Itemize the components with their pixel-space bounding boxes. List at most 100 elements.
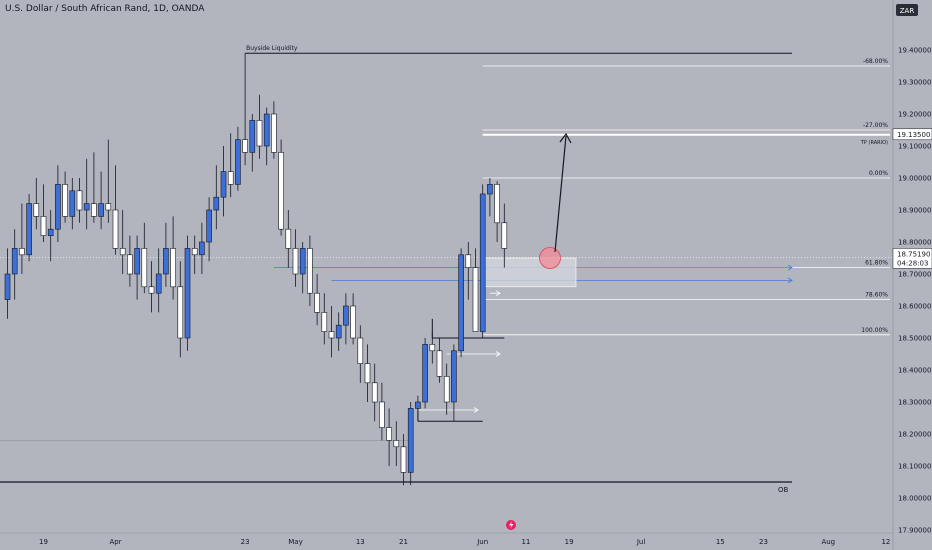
candle[interactable]	[134, 235, 140, 300]
candle[interactable]	[429, 331, 436, 364]
candle[interactable]	[407, 402, 414, 486]
candle-body	[263, 113, 270, 147]
candle[interactable]	[451, 344, 457, 422]
candle-body	[206, 209, 212, 243]
candle[interactable]	[278, 139, 284, 236]
current-price-value: 18.75190	[897, 250, 930, 258]
candle[interactable]	[343, 293, 349, 345]
candle[interactable]	[328, 306, 335, 358]
y-tick-label: 18.00000	[898, 495, 931, 503]
candle[interactable]	[371, 363, 378, 422]
candle[interactable]	[163, 222, 169, 287]
candle-body	[177, 286, 184, 339]
candle-body	[393, 440, 400, 448]
candle[interactable]	[83, 158, 90, 230]
candle[interactable]	[69, 178, 76, 230]
candle[interactable]	[220, 146, 227, 217]
y-tick-label: 18.30000	[898, 399, 931, 407]
candle[interactable]	[422, 338, 428, 409]
candle[interactable]	[479, 184, 486, 338]
candle[interactable]	[199, 222, 205, 274]
candle[interactable]	[314, 274, 320, 326]
candle[interactable]	[335, 312, 342, 351]
candle[interactable]	[206, 197, 212, 262]
y-tick-label: 18.70000	[898, 271, 931, 279]
candle[interactable]	[191, 235, 198, 274]
candle[interactable]	[321, 293, 328, 345]
candle[interactable]	[184, 235, 191, 351]
order-block-zone[interactable]	[480, 257, 577, 288]
candle[interactable]	[112, 165, 119, 255]
candle[interactable]	[177, 261, 184, 358]
candle[interactable]	[263, 107, 270, 166]
candle[interactable]	[364, 344, 371, 402]
candle[interactable]	[415, 395, 421, 422]
candle-body	[343, 305, 349, 326]
x-tick-label: Jun	[476, 538, 488, 546]
candle-body	[213, 196, 220, 211]
candle[interactable]	[170, 216, 176, 300]
candle[interactable]	[242, 53, 248, 166]
candle[interactable]	[62, 171, 68, 223]
candle-body	[321, 312, 328, 332]
candle[interactable]	[292, 229, 299, 287]
candle[interactable]	[11, 229, 18, 300]
candle[interactable]	[379, 382, 385, 441]
candle[interactable]	[357, 325, 364, 383]
candle[interactable]	[465, 242, 472, 300]
y-tick-label: 18.10000	[898, 463, 931, 471]
candle[interactable]	[285, 210, 292, 268]
candle[interactable]	[501, 203, 508, 268]
candle-body	[285, 228, 292, 249]
candle[interactable]	[141, 222, 148, 294]
candle[interactable]	[76, 178, 83, 223]
candle[interactable]	[393, 421, 400, 466]
candle[interactable]	[472, 248, 479, 332]
candle[interactable]	[4, 248, 11, 319]
candle[interactable]	[26, 194, 32, 262]
price-axis[interactable]	[893, 0, 932, 550]
candle[interactable]	[33, 178, 40, 230]
candle[interactable]	[119, 210, 126, 274]
candle[interactable]	[19, 203, 25, 274]
candle-body	[105, 203, 112, 211]
candle[interactable]	[400, 434, 407, 486]
candle-body	[141, 248, 148, 288]
candle[interactable]	[436, 338, 443, 383]
candle[interactable]	[47, 210, 54, 262]
candle[interactable]	[127, 235, 133, 287]
countdown-value: 04:28:03	[897, 259, 928, 267]
candle[interactable]	[105, 139, 112, 223]
candle[interactable]	[40, 184, 47, 242]
candle[interactable]	[249, 114, 256, 172]
candle[interactable]	[443, 363, 450, 415]
candle-body	[26, 203, 32, 256]
target-arrow[interactable]	[554, 135, 567, 253]
candle[interactable]	[350, 293, 356, 345]
tp-price-tag	[892, 128, 932, 141]
candle[interactable]	[55, 165, 61, 242]
candle[interactable]	[299, 242, 306, 294]
candle[interactable]	[235, 126, 241, 191]
candle[interactable]	[494, 181, 500, 242]
candle[interactable]	[386, 408, 392, 466]
candle[interactable]	[91, 152, 97, 223]
candle[interactable]	[227, 133, 234, 198]
entry-marker[interactable]	[539, 247, 561, 269]
candle[interactable]	[256, 94, 263, 159]
candle[interactable]	[458, 248, 464, 358]
candle[interactable]	[487, 178, 493, 217]
candle[interactable]	[98, 171, 104, 230]
candle[interactable]	[148, 261, 155, 313]
target-arrow-head	[559, 132, 572, 144]
currency-badge[interactable]	[896, 4, 918, 16]
candle-body	[119, 248, 126, 256]
candle-body	[4, 273, 11, 300]
candle[interactable]	[307, 235, 313, 306]
candle[interactable]	[213, 165, 220, 230]
candle[interactable]	[155, 248, 162, 313]
candle[interactable]	[271, 101, 277, 159]
candle-body	[501, 222, 508, 249]
